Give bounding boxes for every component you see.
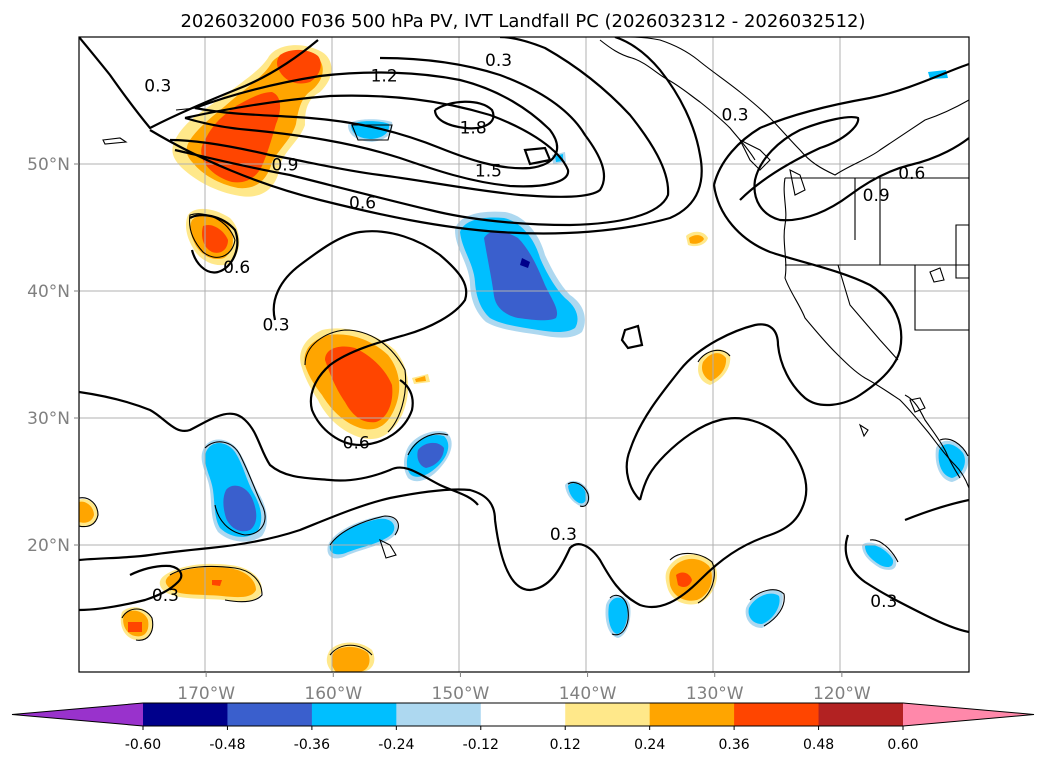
colorbar-segment xyxy=(818,703,904,726)
lon-tick-label: 160°W xyxy=(304,684,362,704)
pv-contour-0.3-ne xyxy=(712,62,969,186)
colorbar-tick-label: 0.24 xyxy=(634,737,665,753)
pv-contour-0.3-south xyxy=(79,564,183,612)
colorbar-tick-label: -0.48 xyxy=(209,737,245,753)
lat-tick-label: 20°N xyxy=(27,536,70,556)
pv-contour-0.3-subtropics xyxy=(79,488,497,562)
contour-label: 0.3 xyxy=(152,586,179,606)
contour-label: 1.5 xyxy=(475,162,502,182)
contour-label: 0.9 xyxy=(271,155,298,175)
lat-tick-label: 40°N xyxy=(27,282,70,302)
ivt-feature-south-west xyxy=(79,499,375,672)
pv-contour-1.8 xyxy=(433,100,495,130)
lon-tick-label: 120°W xyxy=(813,684,871,704)
ivt-feature-central-pacific xyxy=(300,328,409,440)
colorbar-extend-high xyxy=(903,703,1034,726)
ivt-positive-features xyxy=(79,45,731,672)
lon-tick-label: 140°W xyxy=(559,684,617,704)
contour-label: 0.3 xyxy=(144,77,171,97)
colorbar-tick-label: -0.60 xyxy=(125,737,161,753)
map-frame xyxy=(78,36,970,673)
map-plot-area: 0.3 1.2 0.3 1.8 1.5 0.9 0.6 0.3 0.9 0.6 0.6 0.3 0.6 0… xyxy=(79,37,969,672)
colorbar-segment xyxy=(649,703,735,726)
pv-contour-1.5 xyxy=(184,94,570,188)
contour-label: 0.3 xyxy=(722,106,749,126)
lon-tick-label: 150°W xyxy=(432,684,490,704)
lon-tick-label: 170°W xyxy=(177,684,235,704)
colorbar-tick-label: -0.36 xyxy=(294,737,330,753)
contour-label: 0.3 xyxy=(550,525,577,545)
colorbar-tick-label: -0.12 xyxy=(463,737,499,753)
contour-label: 0.6 xyxy=(898,164,925,184)
ivt-feature-northeast-pacific-trough xyxy=(455,211,585,338)
colorbar-segment xyxy=(227,703,313,726)
pv-contour-0.3-central-south xyxy=(493,417,808,609)
pv-contour-0.3-south-east xyxy=(844,534,969,634)
pv-contour-0.3-east-coast xyxy=(625,184,903,501)
pv-contour-0.3-far-east xyxy=(904,498,969,522)
ivt-feature-east-pacific xyxy=(412,231,731,605)
colorbar-segment xyxy=(734,703,820,726)
colorbar-segment xyxy=(480,703,566,726)
colorbar: -0.60 -0.48 -0.36 -0.24 -0.12 0.12 0.24 0.36 0.4… xyxy=(11,702,1035,753)
colorbar-segment xyxy=(143,703,228,726)
contour-label: 0.9 xyxy=(863,186,890,206)
contour-label: 0.6 xyxy=(343,433,370,453)
pv-contour-0.6-west xyxy=(189,214,239,274)
pv-contour-1.2 xyxy=(194,71,559,170)
pv-contour-0.3-north xyxy=(79,37,319,130)
longitude-tick-labels: 170°W 160°W 150°W 140°W 130°W 120°W xyxy=(177,672,871,704)
pv-contour-0.3-upper xyxy=(149,37,703,235)
contour-label: 0.3 xyxy=(263,315,290,335)
chart-title: 2026032000 F036 500 hPa PV, IVT Landfall… xyxy=(180,11,865,32)
contour-label: 0.6 xyxy=(349,193,376,213)
latitude-tick-labels: 50°N 40°N 30°N 20°N xyxy=(27,155,79,556)
lat-tick-label: 50°N xyxy=(27,155,70,175)
pv-contour-0.6 xyxy=(174,37,670,227)
ivt-negative-features xyxy=(201,70,969,638)
contour-label: 0.3 xyxy=(870,592,897,612)
contour-label: 0.6 xyxy=(223,258,250,278)
pv-contour-0.6-ne xyxy=(739,116,969,222)
contour-label: 1.8 xyxy=(460,118,487,138)
pv-contour-1.5-ne-loop xyxy=(523,146,552,166)
colorbar-extend-low xyxy=(12,703,143,726)
lat-tick-label: 30°N xyxy=(27,409,70,429)
colorbar-tick-label: 0.36 xyxy=(719,737,750,753)
colorbar-tick-label: 0.48 xyxy=(803,737,834,753)
colorbar-tick-label: 0.60 xyxy=(887,737,918,753)
coastlines xyxy=(79,37,969,656)
pv-contours xyxy=(79,37,969,634)
contour-label: 0.3 xyxy=(485,51,512,71)
pv-contour-labels: 0.3 1.2 0.3 1.8 1.5 0.9 0.6 0.3 0.9 0.6 0.6 0.3 0.6 0… xyxy=(144,51,925,612)
contour-label: 1.2 xyxy=(371,66,398,86)
colorbar-segment xyxy=(396,703,482,726)
colorbar-tick-label: 0.12 xyxy=(550,737,581,753)
pv-contour-island-loop xyxy=(620,324,644,350)
colorbar-segment xyxy=(311,703,397,726)
ivt-feature-subtropical-west xyxy=(201,431,452,542)
lon-tick-label: 130°W xyxy=(686,684,744,704)
colorbar-segment xyxy=(565,703,651,726)
pv-contour-0.9 xyxy=(169,56,605,198)
colorbar-tick-label: -0.24 xyxy=(378,737,414,753)
pv-contour-0.3-south-west xyxy=(79,390,479,506)
pv-contour-0.3-west xyxy=(272,230,468,447)
